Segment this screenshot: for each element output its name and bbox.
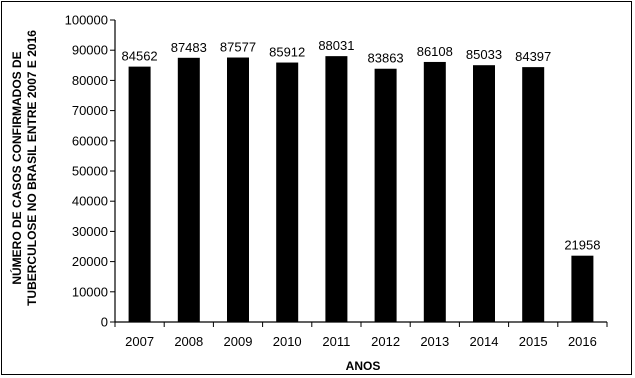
y-tick-label: 30000: [72, 224, 108, 239]
data-label-2008: 87483: [171, 40, 207, 55]
bar-2013: [423, 61, 446, 323]
bar-2011: [325, 56, 348, 322]
x-axis-title: ANOS: [346, 359, 381, 373]
y-tick-label: 60000: [72, 133, 108, 148]
data-label-2011: 88031: [318, 38, 354, 53]
x-axis: 2007 2008 2009 2010 2011 2012 2013 2014 2015 2016: [114, 321, 608, 349]
x-tick-label-2007: 2007: [125, 334, 154, 349]
y-axis: 0 10000 20000 30000 40000 50000 60000 70000 8000…: [65, 13, 116, 330]
y-tick-label: 40000: [72, 194, 108, 209]
data-label-2014: 85033: [466, 47, 502, 62]
data-label-2015: 84397: [515, 49, 551, 64]
data-label-2010: 85912: [269, 45, 305, 60]
y-axis-title: NÚMERO DE CASOS CONFIRMADOS DE TUBERCULO…: [9, 30, 39, 306]
bars-group: 84562 87483 87577 85912 88031 83863 86108 85033…: [122, 38, 600, 323]
bar-2015: [522, 67, 545, 322]
x-tick-label-2009: 2009: [224, 334, 253, 349]
data-label-2007: 84562: [122, 49, 158, 64]
x-tick-label-2014: 2014: [470, 334, 499, 349]
data-label-2009: 87577: [220, 40, 256, 55]
x-tick-label-2013: 2013: [420, 334, 449, 349]
data-label-2013: 86108: [417, 44, 453, 59]
x-tick-label-2015: 2015: [519, 334, 548, 349]
bar-2007: [128, 66, 151, 322]
y-tick-label: 0: [101, 315, 108, 330]
y-tick-label: 100000: [65, 13, 108, 28]
bar-2010: [276, 62, 299, 322]
x-tick-label-2008: 2008: [174, 334, 203, 349]
data-label-2016: 21958: [564, 238, 600, 253]
bar-2016: [571, 255, 594, 322]
x-tick-label-2010: 2010: [273, 334, 302, 349]
bar-2008: [177, 57, 200, 323]
y-axis-title-line-1: NÚMERO DE CASOS CONFIRMADOS DE: [9, 51, 24, 284]
x-tick-label-2012: 2012: [371, 334, 400, 349]
x-tick-label-2011: 2011: [322, 334, 350, 349]
bar-2012: [374, 68, 397, 323]
y-tick-label: 20000: [72, 254, 108, 269]
bar-2014: [473, 65, 495, 322]
y-tick-label: 90000: [72, 43, 108, 58]
y-tick-label: 80000: [72, 73, 108, 88]
y-tick-label: 50000: [72, 164, 108, 179]
y-tick-label: 70000: [72, 103, 108, 118]
y-axis-title-line-2: TUBERCULOSE NO BRASIL ENTRE 2007 E 2016: [25, 30, 39, 306]
y-tick-label: 10000: [72, 284, 108, 299]
bar-2009: [227, 57, 249, 323]
x-tick-label-2016: 2016: [568, 334, 597, 349]
data-label-2012: 83863: [368, 51, 404, 66]
